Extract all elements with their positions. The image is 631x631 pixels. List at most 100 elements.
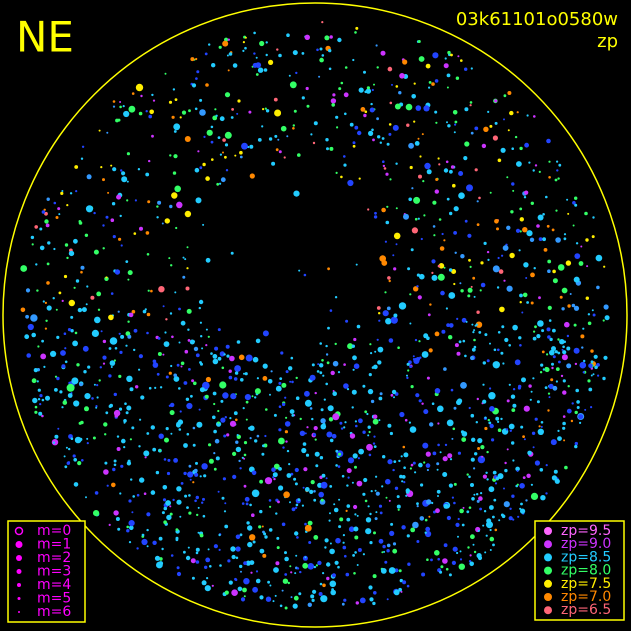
star <box>347 343 354 350</box>
star <box>488 486 495 493</box>
star <box>199 109 206 116</box>
star <box>131 92 135 95</box>
star <box>561 354 568 361</box>
star <box>426 336 430 341</box>
star <box>547 259 552 264</box>
star <box>176 571 182 577</box>
star <box>170 264 173 267</box>
star <box>559 339 565 345</box>
star <box>205 328 208 331</box>
star <box>372 442 376 445</box>
star <box>293 595 299 601</box>
star <box>117 118 121 122</box>
star <box>222 151 224 154</box>
star <box>80 270 83 274</box>
star <box>435 508 440 514</box>
star <box>30 314 38 322</box>
star <box>475 321 483 328</box>
star <box>179 116 182 119</box>
star <box>453 406 457 410</box>
star <box>302 555 308 561</box>
star <box>272 600 275 603</box>
star <box>555 237 561 243</box>
star <box>150 289 153 293</box>
star <box>230 393 237 400</box>
star <box>172 88 176 91</box>
star <box>63 274 68 279</box>
star <box>224 143 229 147</box>
star <box>519 293 523 298</box>
star <box>377 346 384 353</box>
star <box>27 323 34 331</box>
star <box>381 137 385 140</box>
star <box>409 467 412 470</box>
star <box>385 478 391 485</box>
star <box>91 397 94 400</box>
star <box>562 345 565 349</box>
star <box>219 182 222 185</box>
star <box>328 48 332 53</box>
star <box>355 601 359 605</box>
star <box>446 515 451 521</box>
star <box>255 338 261 344</box>
star <box>381 485 384 488</box>
image-subtitle: zp <box>597 31 618 52</box>
star <box>230 116 234 119</box>
star <box>318 592 323 596</box>
star <box>299 430 306 436</box>
star <box>263 68 268 72</box>
star <box>189 478 192 481</box>
star <box>163 458 167 461</box>
star <box>326 431 333 438</box>
star <box>416 285 419 288</box>
star <box>595 254 603 262</box>
star <box>460 289 464 293</box>
star <box>193 381 197 386</box>
star <box>356 324 361 329</box>
star <box>104 276 109 281</box>
star <box>516 470 519 472</box>
star <box>146 512 151 517</box>
star <box>194 167 200 173</box>
star <box>398 459 401 463</box>
star <box>340 81 344 85</box>
star <box>557 264 565 271</box>
star <box>389 530 395 537</box>
star <box>54 434 59 439</box>
star <box>479 289 482 292</box>
star <box>138 111 143 116</box>
star <box>527 450 532 456</box>
star <box>382 544 386 549</box>
star <box>141 533 145 537</box>
star <box>552 385 558 391</box>
star <box>407 369 410 372</box>
star <box>264 107 267 110</box>
star <box>352 554 355 557</box>
star <box>46 262 50 266</box>
star <box>274 109 282 117</box>
star <box>551 475 558 481</box>
star <box>25 314 29 319</box>
star <box>329 438 334 443</box>
star <box>286 473 292 478</box>
star <box>322 374 325 377</box>
star <box>574 253 581 259</box>
star <box>294 482 298 486</box>
star <box>244 372 248 376</box>
star <box>400 455 403 458</box>
star <box>547 269 551 274</box>
star <box>347 179 354 187</box>
star <box>538 296 541 300</box>
star <box>559 295 563 299</box>
star <box>271 467 276 473</box>
star <box>245 354 253 362</box>
star <box>339 421 343 425</box>
star <box>295 503 299 507</box>
star <box>70 437 74 441</box>
star <box>579 361 587 369</box>
star <box>94 316 101 324</box>
star <box>398 587 402 592</box>
magnitude-label: m=4 <box>37 577 71 593</box>
star <box>534 460 541 466</box>
star <box>168 371 172 375</box>
